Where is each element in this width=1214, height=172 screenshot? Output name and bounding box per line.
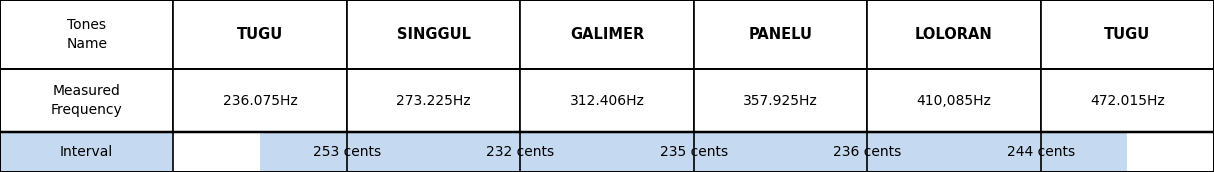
Text: 236 cents: 236 cents bbox=[833, 145, 901, 159]
Bar bbox=[347, 69, 521, 132]
Text: 312.406Hz: 312.406Hz bbox=[569, 94, 645, 108]
Bar bbox=[174, 69, 347, 132]
Bar bbox=[0, 0, 174, 69]
Bar bbox=[347, 0, 521, 69]
Text: TUGU: TUGU bbox=[237, 27, 283, 42]
Bar bbox=[521, 0, 693, 69]
Text: Tones
Name: Tones Name bbox=[67, 18, 107, 51]
Text: 357.925Hz: 357.925Hz bbox=[743, 94, 818, 108]
Bar bbox=[521, 69, 693, 132]
Text: 244 cents: 244 cents bbox=[1006, 145, 1074, 159]
Text: SINGGUL: SINGGUL bbox=[397, 27, 471, 42]
Bar bbox=[1128, 132, 1214, 172]
Bar bbox=[867, 0, 1040, 69]
Text: 232 cents: 232 cents bbox=[487, 145, 555, 159]
Text: 273.225Hz: 273.225Hz bbox=[396, 94, 471, 108]
Bar bbox=[174, 132, 260, 172]
Bar bbox=[693, 69, 867, 132]
Text: TUGU: TUGU bbox=[1105, 27, 1151, 42]
Text: 235 cents: 235 cents bbox=[659, 145, 727, 159]
Bar bbox=[1040, 69, 1214, 132]
Text: LOLORAN: LOLORAN bbox=[915, 27, 993, 42]
Text: Measured
Frequency: Measured Frequency bbox=[51, 84, 123, 117]
Text: Interval: Interval bbox=[59, 145, 113, 159]
Text: 472.015Hz: 472.015Hz bbox=[1090, 94, 1164, 108]
Bar bbox=[867, 69, 1040, 132]
Text: 236.075Hz: 236.075Hz bbox=[222, 94, 297, 108]
Bar bbox=[0, 69, 174, 132]
Bar bbox=[174, 0, 347, 69]
Text: PANELU: PANELU bbox=[748, 27, 812, 42]
Bar bbox=[0, 132, 1214, 172]
Text: 253 cents: 253 cents bbox=[313, 145, 381, 159]
Text: 410,085Hz: 410,085Hz bbox=[917, 94, 992, 108]
Bar bbox=[1040, 0, 1214, 69]
Text: GALIMER: GALIMER bbox=[569, 27, 645, 42]
Bar bbox=[693, 0, 867, 69]
